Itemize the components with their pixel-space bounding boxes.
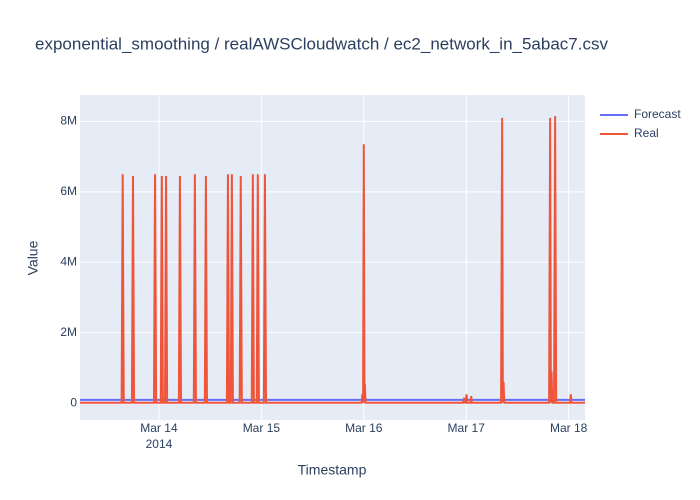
marks [80, 116, 585, 404]
y-tick-label: 4M [60, 254, 77, 268]
x-year-label: 2014 [146, 437, 173, 451]
y-tick-label: 6M [60, 184, 77, 198]
x-tick-label: Mar 15 [243, 421, 281, 435]
x-tick-label: Mar 18 [550, 421, 588, 435]
y-axis-title: Value [25, 240, 41, 275]
legend-label: Real [634, 126, 659, 140]
chart-title: exponential_smoothing / realAWSCloudwatc… [35, 34, 608, 53]
y-tick-label: 0 [70, 395, 77, 409]
series-line [80, 116, 585, 404]
legend-label: Forecast [634, 107, 681, 121]
y-tick-label: 2M [60, 325, 77, 339]
x-tick-label: Mar 14 [140, 421, 178, 435]
y-tick-label: 8M [60, 114, 77, 128]
x-tick-label: Mar 17 [448, 421, 486, 435]
x-axis-title: Timestamp [298, 462, 367, 478]
x-tick-label: Mar 16 [345, 421, 383, 435]
